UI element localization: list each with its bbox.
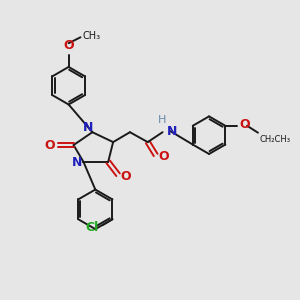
Text: O: O <box>63 39 74 52</box>
Text: CH₃: CH₃ <box>82 31 100 41</box>
Text: O: O <box>159 150 169 164</box>
Text: O: O <box>120 170 131 183</box>
Text: N: N <box>83 121 94 134</box>
Text: Cl: Cl <box>85 220 99 234</box>
Text: N: N <box>167 125 177 138</box>
Text: CH₂CH₃: CH₂CH₃ <box>260 135 291 144</box>
Text: H: H <box>158 115 166 125</box>
Text: O: O <box>44 139 55 152</box>
Text: O: O <box>239 118 250 131</box>
Text: N: N <box>72 156 83 170</box>
